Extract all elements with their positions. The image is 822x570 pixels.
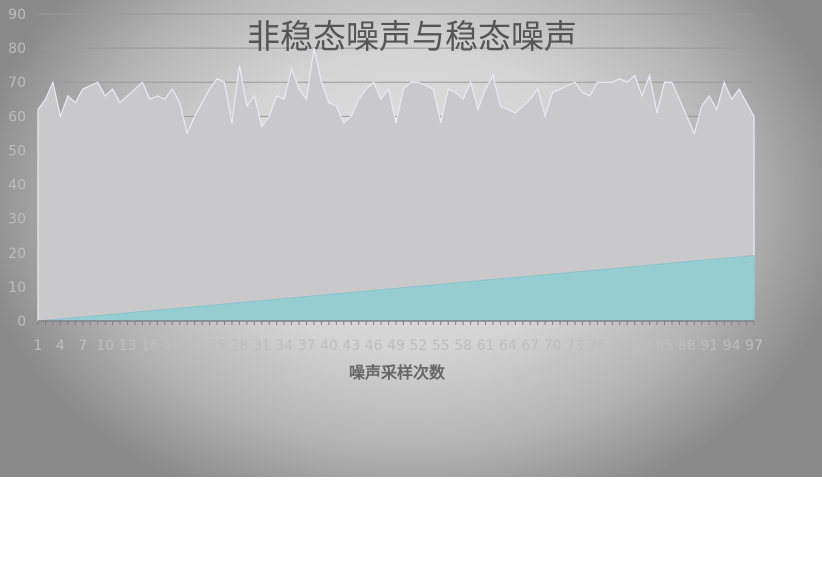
x-tick-label: 1 (34, 338, 43, 354)
x-tick-label: 52 (409, 338, 427, 354)
y-tick-label: 90 (8, 7, 26, 23)
x-tick-label: 73 (566, 338, 584, 354)
y-tick-label: 40 (8, 178, 26, 194)
y-tick-label: 60 (8, 109, 26, 125)
x-tick-label: 88 (678, 338, 696, 354)
x-tick-label: 7 (78, 338, 87, 354)
y-tick-label: 20 (8, 246, 26, 262)
x-tick-label: 82 (633, 338, 651, 354)
chart-title: 非稳态噪声与稳态噪声 (247, 17, 577, 56)
x-tick-label: 25 (208, 338, 226, 354)
x-axis-label: 噪声采样次数 (349, 363, 446, 382)
x-tick-label: 91 (700, 338, 718, 354)
x-tick-label: 19 (163, 338, 181, 354)
x-tick-label: 37 (298, 338, 316, 354)
x-tick-label: 31 (253, 338, 271, 354)
x-tick-label: 13 (119, 338, 137, 354)
x-tick-label: 97 (745, 338, 763, 354)
y-tick-label: 80 (8, 41, 26, 57)
x-tick-label: 10 (96, 338, 114, 354)
x-tick-label: 40 (320, 338, 338, 354)
y-tick-label: 0 (17, 314, 26, 330)
x-tick-label: 28 (230, 338, 248, 354)
x-tick-label: 76 (588, 338, 606, 354)
x-tick-label: 79 (611, 338, 629, 354)
x-tick-label: 94 (723, 338, 741, 354)
series-layer (37, 47, 755, 322)
y-tick-label: 10 (8, 280, 26, 296)
x-tick-label: 34 (275, 338, 293, 354)
x-tick-label: 46 (365, 338, 383, 354)
x-tick-label: 4 (56, 338, 65, 354)
x-tick-label: 64 (499, 338, 517, 354)
y-tick-label: 30 (8, 212, 26, 228)
y-axis-ticks: 0 10 20 30 40 50 60 70 80 90 (8, 7, 26, 330)
x-tick-label: 16 (141, 338, 159, 354)
x-tick-label: 55 (432, 338, 450, 354)
y-tick-label: 70 (8, 75, 26, 91)
series-area-1 (37, 47, 755, 322)
x-tick-label: 61 (477, 338, 495, 354)
y-tick-label: 50 (8, 143, 26, 159)
x-tick-label: 22 (186, 338, 204, 354)
x-tick-label: 49 (387, 338, 405, 354)
x-tick-label: 58 (454, 338, 472, 354)
x-tick-label: 85 (656, 338, 674, 354)
series-area-2 (37, 255, 755, 322)
x-tick-label: 43 (342, 338, 360, 354)
x-axis: 1 4 7 10 13 16 19 22 25 28 31 34 37 40 43 46 49 52 55 58 61 6… (34, 320, 763, 354)
x-tick-label: 67 (521, 338, 539, 354)
x-tick-label: 70 (544, 338, 562, 354)
chart-area: 0 10 20 30 40 50 60 70 80 90 1 4 7 10 13 16 19 22 25 28 31 3… (0, 0, 822, 477)
